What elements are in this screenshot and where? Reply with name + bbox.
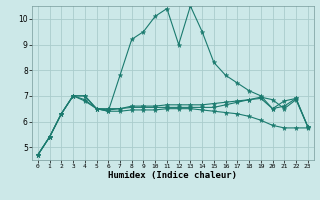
X-axis label: Humidex (Indice chaleur): Humidex (Indice chaleur) [108,171,237,180]
